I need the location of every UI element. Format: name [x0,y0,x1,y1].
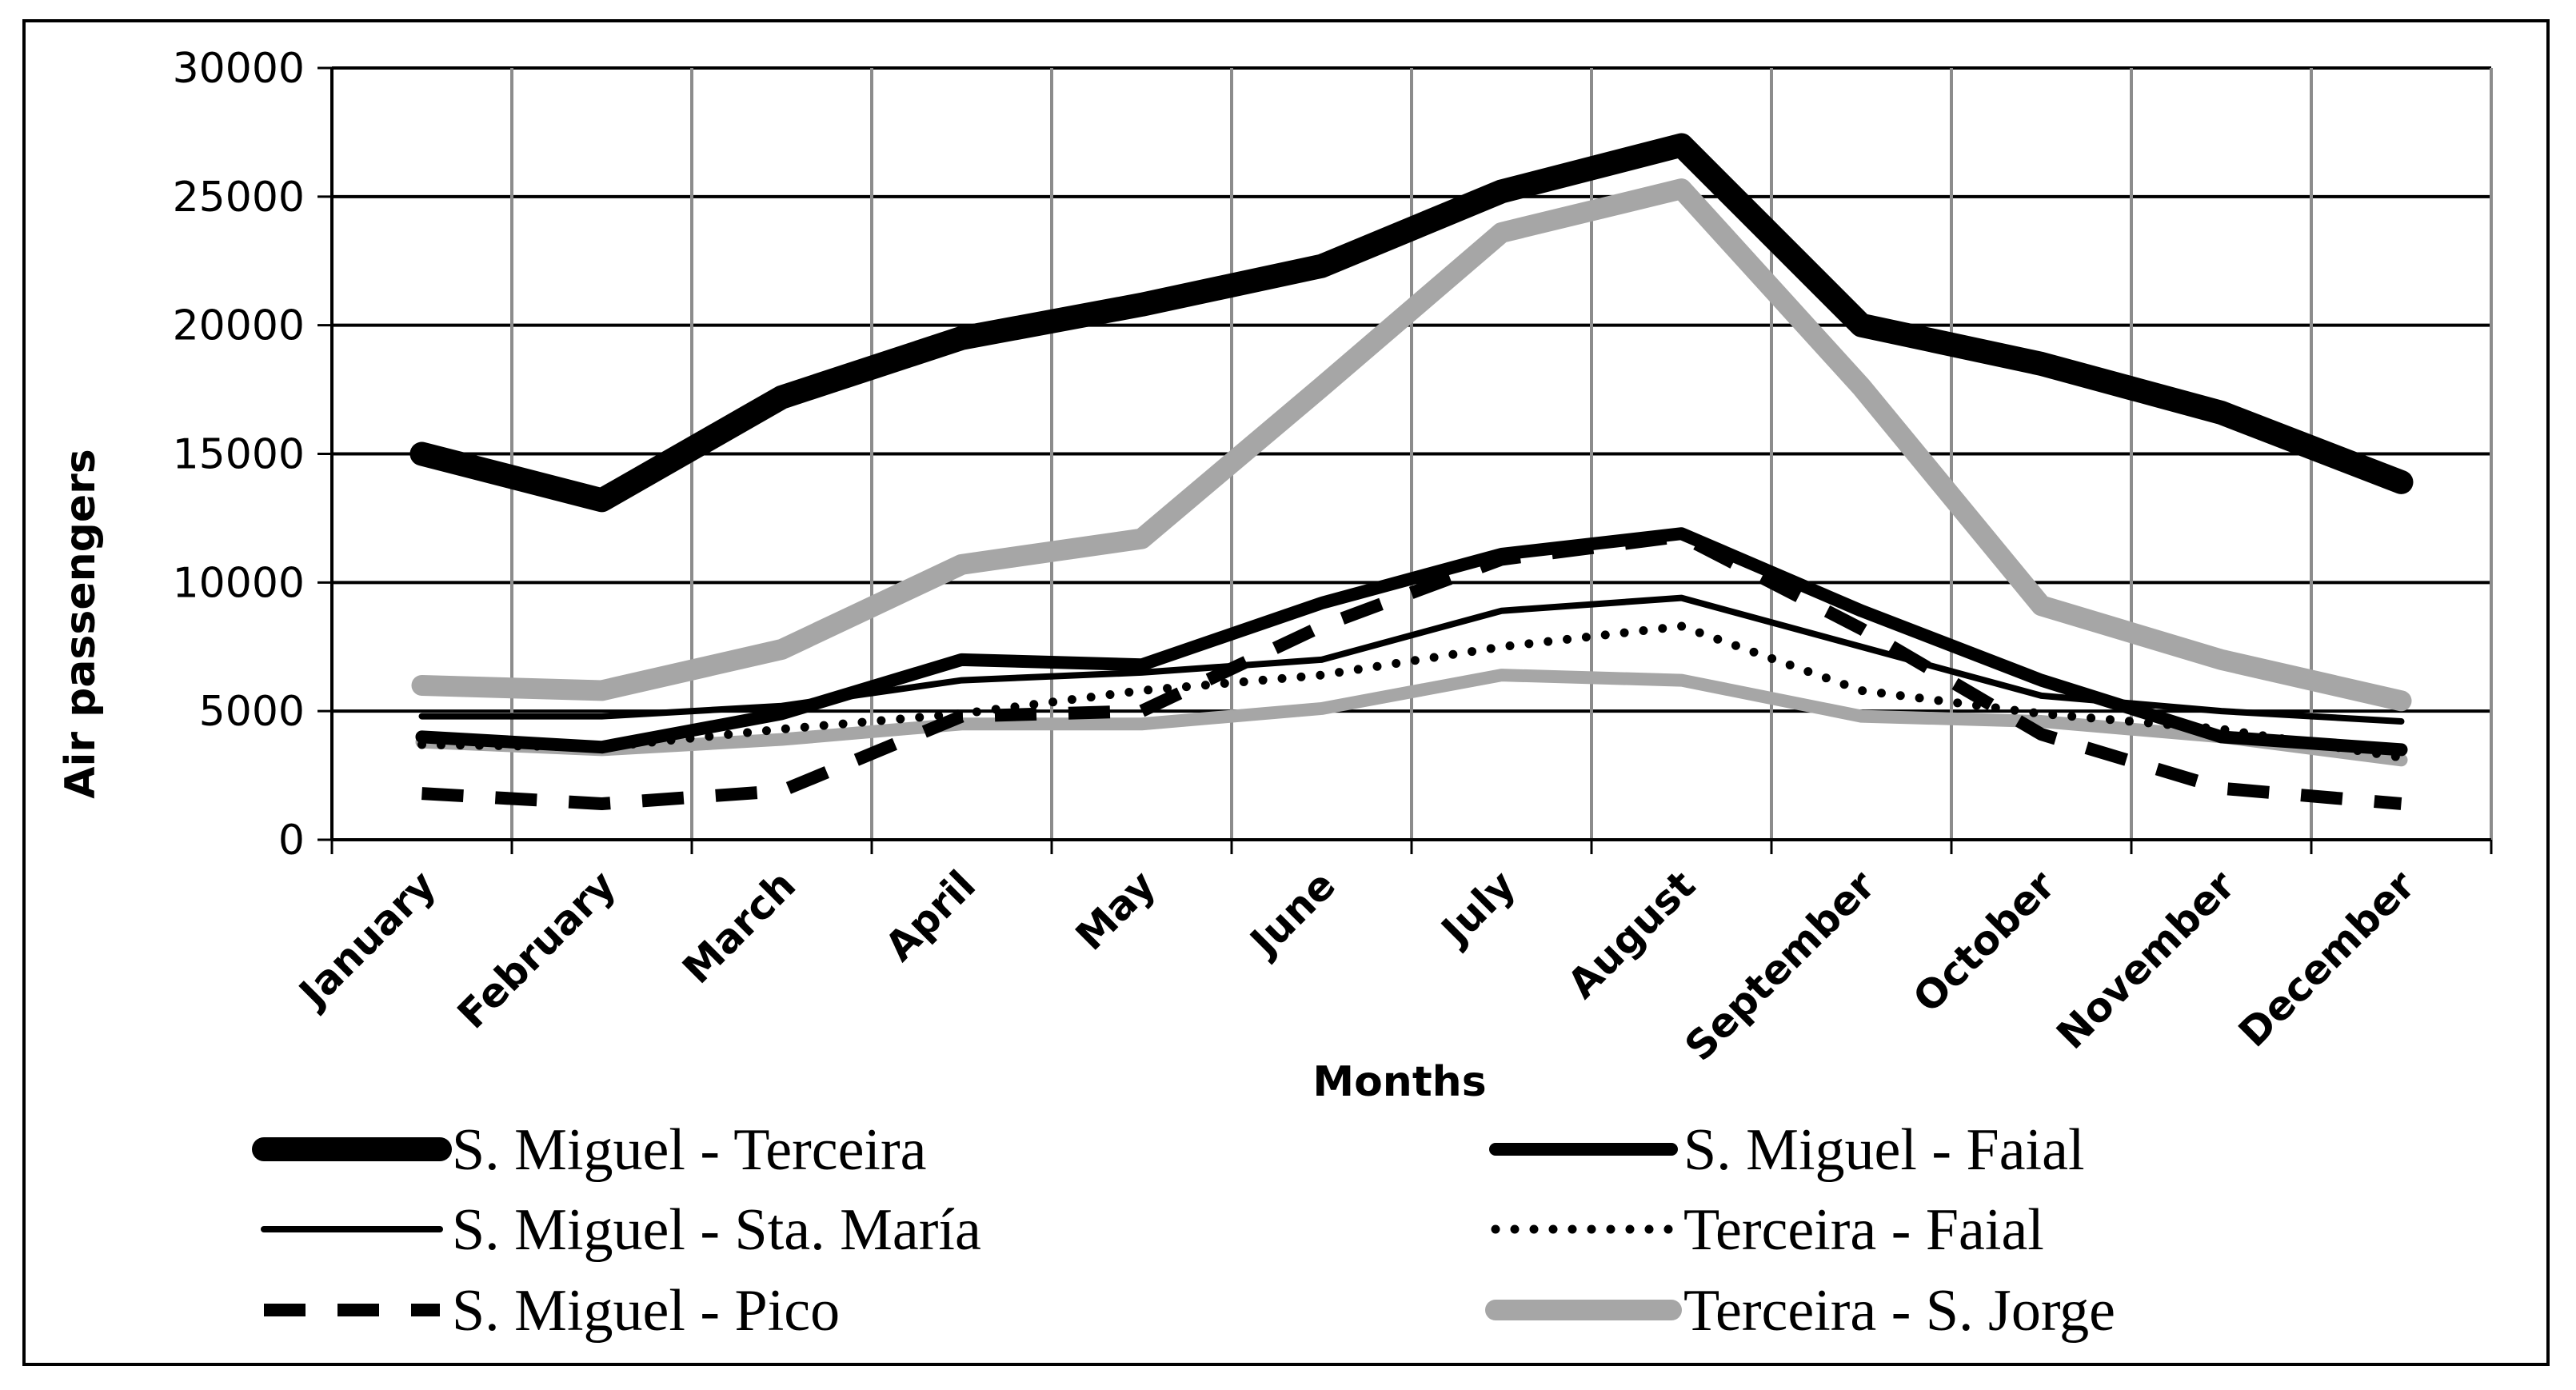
x-tick-label: March [673,861,805,993]
x-tick-label: February [449,861,625,1037]
y-tick-label: 0 [278,817,305,865]
y-tick-label: 30000 [173,45,305,93]
y-tick-label: 25000 [173,174,305,222]
x-axis-title: Months [1312,1058,1486,1106]
x-tick-label: May [1067,861,1164,959]
x-axis-ticks: January February March April May June July Augu… [289,861,2424,1069]
y-tick-label: 10000 [173,559,305,607]
legend: S. Miguel - Terceira S. Miguel - Faial S. … [252,1117,2115,1344]
legend-label: Terceira - S. Jorge [1683,1278,2115,1344]
series-line-s-miguel-terceira [409,133,2414,513]
x-tick-label: December [2230,861,2424,1056]
legend-label: S. Miguel - Terceira [452,1117,926,1183]
legend-label: Terceira - Faial [1683,1197,2044,1263]
series-line-s-miguel-pico [421,529,2402,810]
series-line-s-miguel-sta-mar-a [418,594,2405,725]
legend-label: S. Miguel - Pico [452,1278,840,1344]
y-tick-label: 5000 [199,688,305,736]
y-axis-ticks: 0 5000 10000 15000 20000 25000 30000 [173,45,305,865]
series-line-s-miguel-faial [415,527,2408,757]
x-tick-label: November [2047,861,2244,1058]
legend-label: S. Miguel - Faial [1683,1117,2085,1183]
x-tick-label: January [289,861,445,1017]
y-tick-label: 20000 [173,302,305,350]
x-tick-label: September [1676,861,1884,1069]
x-tick-label: July [1431,861,1524,955]
x-tick-label: August [1559,861,1704,1007]
x-tick-label: June [1240,861,1344,966]
y-axis-title: Air passengers [57,449,105,798]
series-line-terceira-faial [417,621,2406,762]
series-line-secondary-gray [415,669,2408,767]
x-tick-label: April [877,861,984,969]
series-line-terceira-s-jorge [411,178,2412,712]
y-tick-label: 15000 [173,431,305,479]
series-lines [409,133,2414,810]
x-tick-label: October [1904,861,2064,1021]
legend-label: S. Miguel - Sta. María [452,1197,981,1263]
